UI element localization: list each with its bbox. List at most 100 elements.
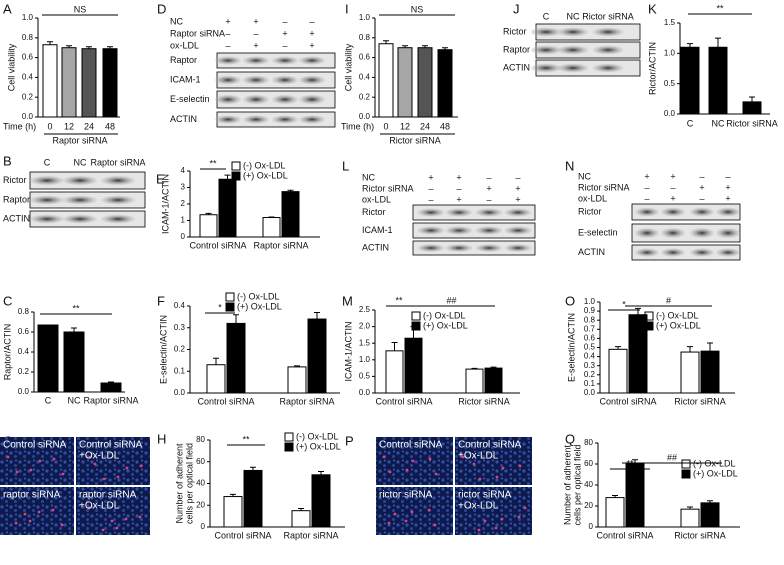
- y-tick-label: 0.3: [584, 361, 596, 370]
- micrograph-label: raptor siRNA: [3, 490, 61, 501]
- condition-mark: –: [515, 172, 520, 182]
- error-bar: [233, 314, 239, 324]
- micrograph: [376, 437, 453, 485]
- legend-label: (+) Ox-LDL: [693, 468, 738, 478]
- y-tick-label: 0.5: [584, 343, 596, 352]
- significance-label: **: [242, 434, 250, 444]
- adherent-cell: [388, 470, 392, 474]
- adherent-cell: [14, 521, 18, 525]
- x-tick-label: 12: [64, 121, 74, 131]
- y-tick-label: 0.6: [359, 53, 371, 62]
- y-tick-label: 20: [584, 501, 593, 510]
- x-tick-label: 24: [84, 121, 94, 131]
- error-bar: [108, 381, 114, 383]
- blot-band: [557, 45, 589, 55]
- bar: [291, 510, 311, 528]
- adherent-cell: [404, 519, 408, 523]
- adherent-cell: [15, 470, 19, 474]
- band-label: E-selectin: [170, 94, 210, 104]
- legend-swatch: [225, 292, 235, 302]
- panel-letter: K: [648, 1, 657, 16]
- error-bar: [383, 40, 389, 44]
- band-label: ACTIN: [3, 213, 30, 223]
- error-bar: [298, 508, 304, 511]
- y-axis-label: cells per optical field: [184, 443, 194, 524]
- adherent-cell: [102, 477, 106, 481]
- group-label: Rictor siRNA: [389, 135, 441, 145]
- band-label: ICAM-1: [362, 225, 393, 235]
- legend-swatch: [231, 161, 241, 171]
- y-tick-label: 0.2: [22, 92, 34, 101]
- condition-mark: +: [456, 172, 461, 182]
- x-tick-label: Control siRNA: [596, 530, 653, 540]
- band-label: Raptor: [170, 55, 197, 65]
- condition-mark: +: [644, 171, 649, 181]
- y-tick-label: 0.0: [359, 112, 371, 121]
- adherent-cell: [125, 466, 129, 470]
- y-axis-label: ICAM-1/ACTIN: [160, 174, 170, 234]
- y-axis-label: E-selectin/ACTIN: [566, 313, 576, 382]
- panel-letter: F: [157, 293, 165, 308]
- blot-band: [242, 56, 270, 65]
- legend-label: (+) Ox-LDL: [423, 320, 468, 330]
- blot-band: [271, 115, 299, 124]
- condition-mark: –: [225, 28, 230, 38]
- y-tick-label: 1: [181, 216, 186, 225]
- blot-band: [298, 94, 326, 105]
- blot-band: [62, 214, 98, 224]
- adherent-cell: [38, 459, 42, 463]
- condition-mark: +: [699, 182, 704, 192]
- bar: [63, 331, 85, 393]
- y-tick-label: 3: [181, 183, 186, 192]
- y-tick-label: 40: [196, 479, 205, 488]
- error-bar: [615, 346, 621, 350]
- error-bar: [442, 47, 448, 50]
- band-label: Rictor: [503, 26, 527, 36]
- lane-label: NC: [567, 11, 580, 21]
- panel-letter: Q: [565, 431, 575, 446]
- micrograph-label: Control siRNA: [458, 440, 522, 451]
- micrograph-label: Control siRNA: [379, 440, 443, 451]
- adherent-cell: [428, 457, 432, 461]
- x-tick-label: Rictor siRNA: [458, 396, 510, 406]
- x-tick-label: Control siRNA: [197, 396, 254, 406]
- y-tick-label: 60: [584, 459, 593, 468]
- blot-band: [689, 227, 715, 239]
- bar: [102, 48, 118, 118]
- y-tick-label: 0.8: [359, 33, 371, 42]
- panel-letter: P: [345, 433, 354, 448]
- blot-band: [634, 207, 660, 217]
- y-tick-label: 1.5: [664, 18, 676, 27]
- band-label: Rictor: [3, 175, 27, 185]
- blot-band: [29, 175, 65, 186]
- micrograph-label: raptor siRNA: [79, 490, 137, 501]
- y-tick-label: 0.8: [22, 33, 34, 42]
- y-tick-label: 0.7: [584, 324, 596, 333]
- band-label: ACTIN: [170, 114, 197, 124]
- adherent-cell: [494, 526, 498, 530]
- adherent-cell: [61, 472, 65, 476]
- significance-label: **: [395, 295, 403, 305]
- micrograph: [0, 437, 74, 485]
- adherent-cell: [410, 510, 414, 514]
- y-axis-label: Raptor/ACTIN: [2, 324, 12, 381]
- band-label: E-selectin: [578, 227, 618, 237]
- y-tick-label: 0.2: [584, 370, 596, 379]
- band-label: ACTIN: [503, 62, 530, 72]
- y-axis-label: Cell viability: [6, 43, 16, 91]
- bar: [680, 46, 700, 115]
- bar: [625, 463, 645, 528]
- error-bar: [107, 46, 113, 49]
- error-bar: [318, 471, 324, 475]
- adherent-cell: [501, 466, 505, 470]
- legend-label: (+) Ox-LDL: [656, 320, 701, 330]
- blot-band: [100, 195, 136, 205]
- bar: [404, 337, 423, 394]
- y-tick-label: 0.0: [664, 109, 676, 118]
- y-tick-label: 40: [584, 480, 593, 489]
- adherent-cell: [382, 455, 386, 459]
- error-bar: [749, 96, 755, 102]
- error-bar: [391, 342, 398, 351]
- blot-band: [715, 227, 741, 239]
